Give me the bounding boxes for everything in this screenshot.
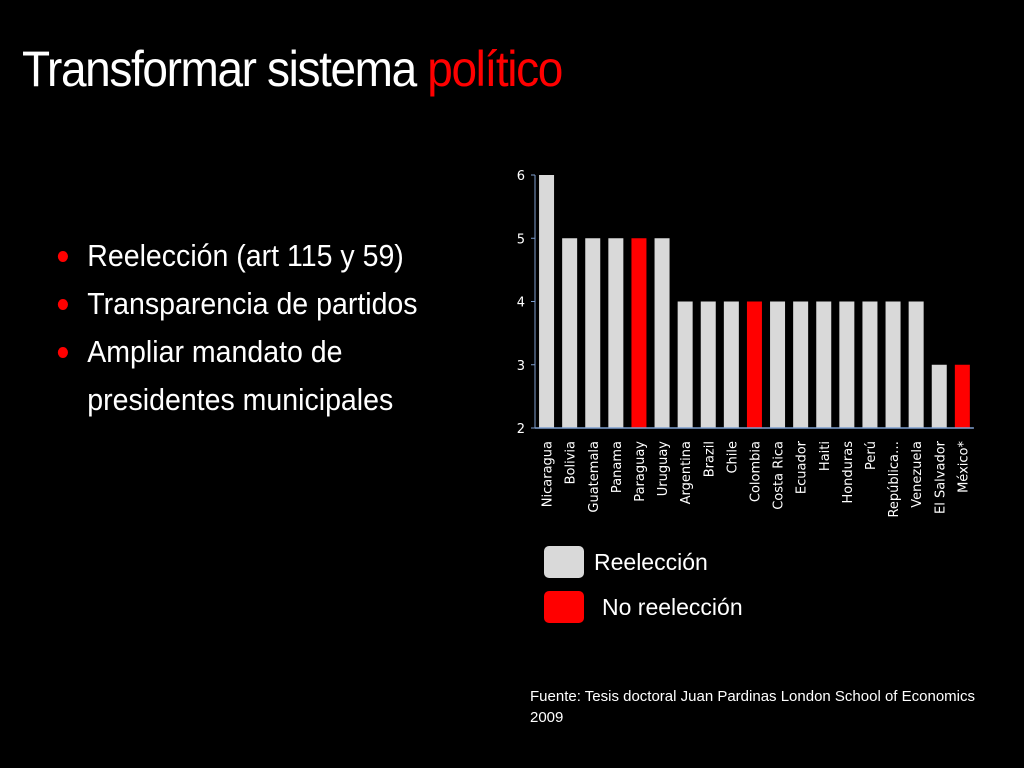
title-main: Transformar sistema bbox=[22, 41, 417, 97]
x-tick-label: Panama bbox=[610, 441, 625, 493]
x-tick-label: Bolivia bbox=[564, 441, 579, 484]
legend-item-reeleccion: Reelección bbox=[544, 546, 708, 578]
bar bbox=[839, 301, 855, 428]
title-accent: político bbox=[427, 41, 563, 97]
legend-swatch-reeleccion bbox=[544, 546, 584, 578]
legend-swatch-no-reeleccion bbox=[544, 591, 584, 623]
x-tick-label: Haiti bbox=[818, 441, 833, 471]
legend-item-no-reeleccion: No reelección bbox=[544, 591, 743, 623]
bar bbox=[931, 364, 947, 428]
bar bbox=[746, 301, 762, 428]
legend-label-reeleccion: Reelección bbox=[594, 548, 708, 575]
x-tick-label: Perú bbox=[864, 441, 879, 470]
bullet-text: Transparencia de partidos bbox=[87, 286, 418, 321]
bullet-item: Transparencia de partidos bbox=[56, 280, 442, 328]
bar bbox=[654, 238, 670, 428]
y-tick-label: 5 bbox=[517, 232, 525, 247]
bar bbox=[793, 301, 809, 428]
x-tick-label: Chile bbox=[725, 441, 740, 474]
y-tick-label: 3 bbox=[517, 359, 525, 374]
bar bbox=[608, 238, 624, 428]
x-tick-label: Paraguay bbox=[633, 441, 648, 502]
bar bbox=[562, 238, 578, 428]
bar bbox=[700, 301, 716, 428]
y-tick-label: 2 bbox=[517, 422, 525, 437]
bullet-dot-icon bbox=[57, 251, 68, 262]
bullet-text: Reelección (art 115 y 59) bbox=[87, 238, 404, 273]
source-note: Fuente: Tesis doctoral Juan Pardinas Lon… bbox=[530, 688, 975, 726]
x-tick-label: Guatemala bbox=[587, 441, 602, 513]
bullet-item: Reelección (art 115 y 59) bbox=[56, 232, 442, 280]
bar bbox=[908, 301, 924, 428]
y-tick-label: 4 bbox=[517, 296, 525, 311]
x-tick-label: Ecuador bbox=[795, 440, 810, 494]
bullet-list: Reelección (art 115 y 59) Transparencia … bbox=[56, 232, 442, 424]
x-tick-label: Brazil bbox=[702, 441, 717, 477]
x-tick-label: Venezuela bbox=[910, 441, 925, 508]
x-tick-label: Argentina bbox=[679, 441, 694, 504]
bar bbox=[885, 301, 901, 428]
x-tick-label: Nicaragua bbox=[541, 441, 556, 507]
y-tick-label: 6 bbox=[517, 169, 525, 184]
bullet-dot-icon bbox=[57, 299, 68, 310]
bullet-text: Ampliar mandato de presidentes municipal… bbox=[87, 334, 394, 417]
x-tick-label: República… bbox=[887, 441, 902, 518]
bar bbox=[954, 364, 970, 428]
bar bbox=[770, 301, 786, 428]
x-tick-label: El Salvador bbox=[933, 440, 948, 514]
bullet-item: Ampliar mandato de presidentes municipal… bbox=[56, 328, 442, 424]
bar-chart: 2 3 4 5 6 Nicaragua Bolivia Guatemala Panama Para… bbox=[517, 169, 974, 518]
bar bbox=[539, 175, 555, 428]
bar bbox=[723, 301, 739, 428]
slide-title: Transformar sistema político bbox=[22, 40, 563, 98]
x-tick-label: Honduras bbox=[841, 441, 856, 504]
legend-label-no-reeleccion: No reelección bbox=[602, 593, 743, 620]
bar bbox=[816, 301, 832, 428]
bar bbox=[585, 238, 601, 428]
x-tick-label: Costa Rica bbox=[772, 441, 787, 510]
bar bbox=[862, 301, 878, 428]
x-tick-label: Colombia bbox=[748, 441, 763, 502]
x-tick-label: Uruguay bbox=[656, 441, 671, 497]
x-tick-label: México* bbox=[956, 441, 971, 493]
bar bbox=[631, 238, 647, 428]
bar bbox=[677, 301, 693, 428]
bullet-dot-icon bbox=[57, 347, 68, 358]
